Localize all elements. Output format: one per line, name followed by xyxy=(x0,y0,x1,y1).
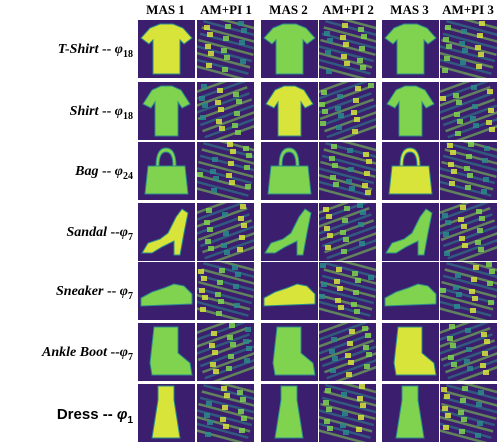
attribution-pattern-icon xyxy=(197,384,254,442)
mas-image-3-sneaker xyxy=(382,262,439,320)
attribution-pattern-icon xyxy=(197,20,254,78)
sneaker-icon xyxy=(384,283,437,307)
ampi-image-2-sandal xyxy=(319,203,376,261)
ampi-image-3-t-shirt xyxy=(440,20,497,78)
ampi-image-1-sneaker xyxy=(197,262,254,320)
attribution-pattern-icon xyxy=(440,82,497,140)
mas-image-2-dress xyxy=(261,384,318,442)
attribution-pattern-icon xyxy=(440,203,497,261)
ampi-image-3-sneaker xyxy=(440,262,497,320)
col-header-ampi-1: AM+PI 1 xyxy=(200,2,252,17)
ampi-image-3-bag xyxy=(440,142,497,200)
col-header-mas-1: MAS 1 xyxy=(146,2,185,17)
attribution-pattern-icon xyxy=(319,203,376,261)
shirt-icon xyxy=(142,85,191,137)
sandal-icon xyxy=(385,208,433,256)
row-label-bag: Bag -- φ24 xyxy=(75,164,133,182)
attribution-pattern-icon xyxy=(319,20,376,78)
mas-image-1-sandal xyxy=(138,203,195,261)
boot-icon xyxy=(149,326,193,376)
attribution-pattern-icon xyxy=(440,142,497,200)
attribution-pattern-icon xyxy=(319,142,376,200)
ampi-image-2-bag xyxy=(319,142,376,200)
tshirt-icon xyxy=(140,23,193,75)
attribution-pattern-icon xyxy=(319,384,376,442)
boot-icon xyxy=(272,326,316,376)
attribution-pattern-icon xyxy=(440,384,497,442)
ampi-image-1-dress xyxy=(197,384,254,442)
attribution-pattern-icon xyxy=(197,142,254,200)
mas-image-2-sandal xyxy=(261,203,318,261)
ampi-image-3-shirt xyxy=(440,82,497,140)
tshirt-icon xyxy=(384,23,437,75)
ampi-image-1-sandal xyxy=(197,203,254,261)
mas-image-3-shirt xyxy=(382,82,439,140)
ampi-image-1-bag xyxy=(197,142,254,200)
ampi-image-1-ankle-boot xyxy=(197,323,254,381)
attribution-pattern-icon xyxy=(319,323,376,381)
boot-icon xyxy=(393,326,437,376)
row-label-dress: Dress -- φ1 xyxy=(56,406,133,426)
row-label-t-shirt: T-Shirt -- φ18 xyxy=(57,42,133,60)
mas-image-3-ankle-boot xyxy=(382,323,439,381)
row-label-sandal: Sandal --φ7 xyxy=(66,225,134,243)
attribution-pattern-icon xyxy=(197,323,254,381)
mas-image-1-t-shirt xyxy=(138,20,195,78)
attribution-pattern-icon xyxy=(197,203,254,261)
dress-icon xyxy=(274,385,304,439)
sandal-icon xyxy=(141,208,189,256)
ampi-image-3-ankle-boot xyxy=(440,323,497,381)
bag-icon xyxy=(144,147,189,195)
ampi-image-2-shirt xyxy=(319,82,376,140)
mas-image-2-t-shirt xyxy=(261,20,318,78)
ampi-image-2-sneaker xyxy=(319,262,376,320)
mas-image-2-sneaker xyxy=(261,262,318,320)
sneaker-icon xyxy=(140,283,193,307)
row-label-sneaker: Sneaker -- φ7 xyxy=(56,284,133,302)
bag-icon xyxy=(388,147,433,195)
shirt-icon xyxy=(265,85,314,137)
ampi-image-1-t-shirt xyxy=(197,20,254,78)
mas-image-1-dress xyxy=(138,384,195,442)
ampi-image-2-dress xyxy=(319,384,376,442)
ampi-image-1-shirt xyxy=(197,82,254,140)
mas-image-1-ankle-boot xyxy=(138,323,195,381)
mas-image-3-dress xyxy=(382,384,439,442)
attribution-pattern-icon xyxy=(440,20,497,78)
row-label-ankle-boot: Ankle Boot --φ7 xyxy=(42,345,133,363)
mas-image-3-sandal xyxy=(382,203,439,261)
ampi-image-3-sandal xyxy=(440,203,497,261)
mas-image-1-sneaker xyxy=(138,262,195,320)
col-header-mas-2: MAS 2 xyxy=(269,2,308,17)
ampi-image-2-ankle-boot xyxy=(319,323,376,381)
mas-image-3-bag xyxy=(382,142,439,200)
attribution-pattern-icon xyxy=(319,82,376,140)
mas-image-1-shirt xyxy=(138,82,195,140)
attribution-pattern-icon xyxy=(319,262,376,320)
mas-image-3-t-shirt xyxy=(382,20,439,78)
sneaker-icon xyxy=(263,283,316,307)
attribution-pattern-icon xyxy=(197,82,254,140)
attribution-pattern-icon xyxy=(440,262,497,320)
mas-image-2-ankle-boot xyxy=(261,323,318,381)
attribution-pattern-icon xyxy=(440,323,497,381)
attribution-pattern-icon xyxy=(197,262,254,320)
col-header-ampi-3: AM+PI 3 xyxy=(442,2,494,17)
dress-icon xyxy=(151,385,181,439)
mas-image-2-bag xyxy=(261,142,318,200)
ampi-image-3-dress xyxy=(440,384,497,442)
sandal-icon xyxy=(264,208,312,256)
ampi-image-2-t-shirt xyxy=(319,20,376,78)
dress-icon xyxy=(395,385,425,439)
col-header-mas-3: MAS 3 xyxy=(390,2,429,17)
mas-image-2-shirt xyxy=(261,82,318,140)
bag-icon xyxy=(267,147,312,195)
row-label-shirt: Shirt -- φ18 xyxy=(69,104,133,122)
col-header-ampi-2: AM+PI 2 xyxy=(322,2,374,17)
mas-image-1-bag xyxy=(138,142,195,200)
shirt-icon xyxy=(386,85,435,137)
tshirt-icon xyxy=(263,23,316,75)
